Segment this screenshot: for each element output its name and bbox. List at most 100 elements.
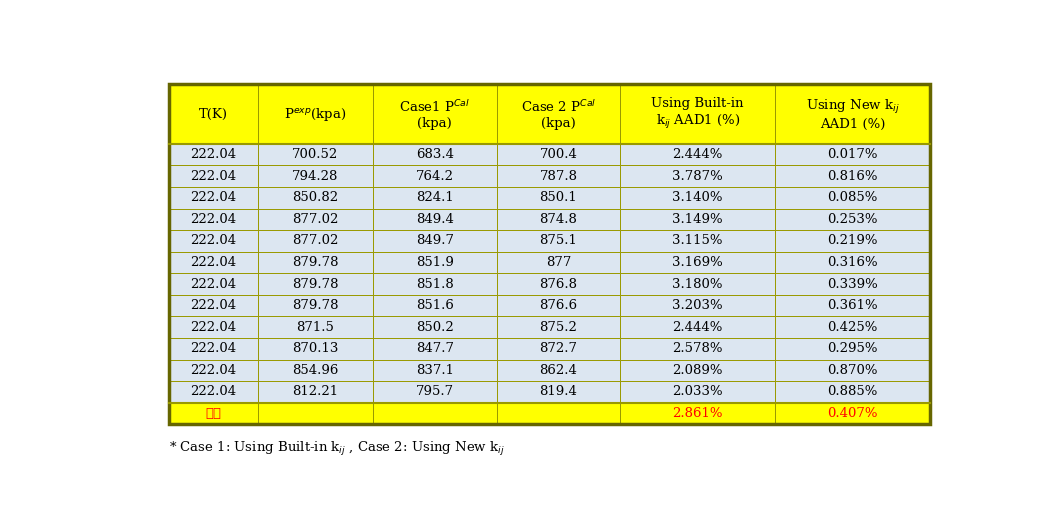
Text: 222.04: 222.04: [190, 235, 237, 247]
Text: 0.870%: 0.870%: [827, 364, 878, 377]
Bar: [258, 360, 373, 381]
Bar: [497, 187, 620, 209]
Bar: [258, 144, 373, 165]
Bar: [620, 360, 775, 381]
Text: 812.21: 812.21: [292, 386, 338, 398]
Bar: [775, 230, 930, 252]
Text: 700.4: 700.4: [540, 148, 577, 161]
Text: 0.219%: 0.219%: [827, 235, 878, 247]
Bar: [373, 273, 497, 295]
Bar: [169, 187, 258, 209]
Bar: [620, 317, 775, 338]
Bar: [373, 252, 497, 273]
Bar: [497, 165, 620, 187]
Text: 222.04: 222.04: [190, 321, 237, 334]
Bar: [169, 165, 258, 187]
Text: 2.033%: 2.033%: [672, 386, 723, 398]
Bar: [620, 273, 775, 295]
Text: 700.52: 700.52: [292, 148, 338, 161]
Text: 850.2: 850.2: [416, 321, 453, 334]
Bar: [620, 230, 775, 252]
Bar: [169, 84, 930, 425]
Bar: [775, 403, 930, 425]
Bar: [497, 381, 620, 403]
Text: 0.316%: 0.316%: [827, 256, 878, 269]
Bar: [775, 165, 930, 187]
Text: 879.78: 879.78: [292, 256, 338, 269]
Text: 879.78: 879.78: [292, 278, 338, 290]
Text: 222.04: 222.04: [190, 299, 237, 312]
Bar: [497, 338, 620, 360]
Text: 2.861%: 2.861%: [672, 407, 723, 420]
Bar: [169, 295, 258, 317]
Bar: [258, 403, 373, 425]
Text: 837.1: 837.1: [416, 364, 454, 377]
Bar: [169, 317, 258, 338]
Text: 850.1: 850.1: [540, 192, 577, 204]
Bar: [775, 360, 930, 381]
Bar: [497, 295, 620, 317]
Bar: [169, 381, 258, 403]
Bar: [775, 252, 930, 273]
Text: 평균: 평균: [206, 407, 221, 420]
Text: 222.04: 222.04: [190, 386, 237, 398]
Text: T(K): T(K): [199, 107, 228, 121]
Bar: [258, 295, 373, 317]
Text: * Case 1: Using Built-in k$_{ij}$ , Case 2: Using New k$_{ij}$: * Case 1: Using Built-in k$_{ij}$ , Case…: [169, 440, 505, 458]
Bar: [169, 209, 258, 230]
Text: Case 2 P$^{Cal}$
(kpa): Case 2 P$^{Cal}$ (kpa): [521, 98, 596, 129]
Text: 0.816%: 0.816%: [827, 170, 878, 182]
Text: 851.9: 851.9: [416, 256, 453, 269]
Bar: [258, 165, 373, 187]
Bar: [169, 230, 258, 252]
Text: 819.4: 819.4: [540, 386, 577, 398]
Text: 222.04: 222.04: [190, 278, 237, 290]
Text: 3.140%: 3.140%: [672, 192, 723, 204]
Bar: [258, 252, 373, 273]
Text: 854.96: 854.96: [292, 364, 338, 377]
Text: 877.02: 877.02: [292, 213, 338, 226]
Bar: [620, 338, 775, 360]
Bar: [373, 230, 497, 252]
Text: 0.253%: 0.253%: [827, 213, 878, 226]
Text: 872.7: 872.7: [540, 342, 577, 355]
Text: 851.6: 851.6: [416, 299, 453, 312]
Bar: [373, 209, 497, 230]
Bar: [169, 403, 258, 425]
Text: 847.7: 847.7: [416, 342, 454, 355]
Text: 222.04: 222.04: [190, 192, 237, 204]
Text: 0.361%: 0.361%: [827, 299, 878, 312]
Bar: [373, 381, 497, 403]
Text: 0.407%: 0.407%: [827, 407, 878, 420]
Bar: [775, 144, 930, 165]
Bar: [373, 338, 497, 360]
Bar: [169, 273, 258, 295]
Bar: [497, 209, 620, 230]
Bar: [258, 209, 373, 230]
Bar: [373, 317, 497, 338]
Text: 2.578%: 2.578%: [672, 342, 723, 355]
Text: 871.5: 871.5: [296, 321, 334, 334]
Bar: [373, 295, 497, 317]
Bar: [497, 273, 620, 295]
Bar: [620, 187, 775, 209]
Text: 3.169%: 3.169%: [672, 256, 723, 269]
Bar: [497, 252, 620, 273]
Text: 2.089%: 2.089%: [672, 364, 723, 377]
Text: 877: 877: [546, 256, 571, 269]
Bar: [258, 317, 373, 338]
Text: 879.78: 879.78: [292, 299, 338, 312]
Text: 795.7: 795.7: [416, 386, 454, 398]
Bar: [775, 209, 930, 230]
Text: 222.04: 222.04: [190, 364, 237, 377]
Bar: [373, 144, 497, 165]
Bar: [620, 209, 775, 230]
Text: 851.8: 851.8: [416, 278, 453, 290]
Bar: [169, 85, 258, 144]
Text: 875.1: 875.1: [540, 235, 577, 247]
Text: 2.444%: 2.444%: [672, 148, 722, 161]
Bar: [373, 165, 497, 187]
Bar: [169, 338, 258, 360]
Text: 849.4: 849.4: [416, 213, 453, 226]
Bar: [620, 403, 775, 425]
